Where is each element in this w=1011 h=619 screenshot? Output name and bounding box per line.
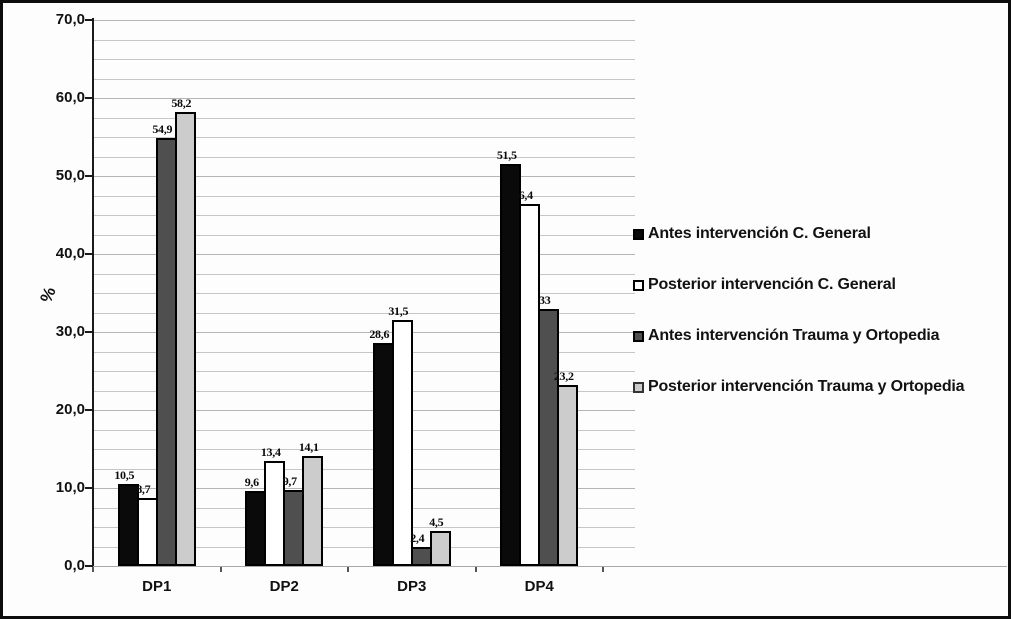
bar [410, 547, 432, 566]
x-axis-tick [347, 567, 349, 572]
x-axis-tick [219, 567, 222, 572]
bar-value-label: 4,5 [429, 514, 444, 529]
y-axis-tick [85, 565, 92, 567]
bar [174, 112, 196, 566]
bar-value-label: 14,1 [298, 440, 319, 455]
y-tick-label: 50,0 [55, 167, 85, 184]
y-tick-label: 0,0 [64, 557, 85, 574]
legend-swatch-icon [633, 228, 644, 240]
bar [155, 137, 177, 566]
bar-value-label: 9,7 [282, 474, 297, 489]
gridline [93, 78, 635, 80]
gridline [93, 449, 635, 450]
gridline [93, 527, 635, 528]
legend-item: Antes intervención C. General [633, 225, 871, 243]
legend-label: Posterior intervención Trauma y Ortopedi… [648, 378, 965, 395]
x-axis-tick [474, 567, 477, 572]
y-axis-title: % [36, 284, 60, 306]
x-category-label: DP3 [397, 578, 427, 595]
y-axis-tick [85, 97, 92, 99]
legend-label: Posterior intervención C. General [648, 276, 896, 293]
gridline [93, 176, 635, 177]
y-axis-tick [85, 19, 92, 21]
bar-value-label: 33 [539, 292, 551, 307]
legend-label: Antes intervención C. General [648, 225, 871, 242]
y-tick-label: 20,0 [55, 401, 85, 418]
bar [283, 490, 305, 566]
gridline [93, 546, 635, 548]
gridline [93, 156, 635, 158]
gridline [93, 488, 635, 489]
bar [302, 456, 324, 566]
bar-value-label: 58,2 [171, 96, 192, 111]
x-category-label: DP1 [142, 578, 172, 595]
bar [557, 385, 579, 566]
y-tick-label: 30,0 [55, 323, 85, 340]
x-axis [93, 566, 1007, 567]
y-tick-label: 10,0 [55, 479, 85, 496]
bar-value-label: 8,7 [136, 482, 151, 497]
gridline [93, 117, 635, 119]
gridline [93, 507, 635, 509]
y-axis [92, 18, 94, 567]
bar-value-label: 51,5 [496, 148, 517, 163]
legend-label: Antes intervención Trauma y Ortopedia [648, 327, 940, 344]
gridline [93, 371, 635, 372]
bar [245, 491, 267, 566]
legend-swatch-icon [633, 381, 644, 393]
y-tick-label: 70,0 [55, 11, 85, 28]
gridline [93, 390, 635, 392]
legend-item: Antes intervención Trauma y Ortopedia [633, 327, 940, 345]
gridline [93, 59, 635, 60]
gridline [93, 273, 635, 275]
legend-item: Posterior intervención C. General [633, 276, 896, 294]
x-category-label: DP4 [524, 578, 554, 595]
bar-value-label: 54,9 [152, 121, 173, 136]
gridline [93, 98, 635, 99]
gridline [93, 254, 635, 255]
bar [391, 320, 413, 566]
bar [136, 498, 158, 566]
gridline [93, 351, 635, 353]
legend-item: Posterior intervención Trauma y Ortopedi… [633, 378, 965, 396]
bar-value-label: 23,2 [553, 369, 574, 384]
gridline [93, 332, 635, 333]
gridline [93, 429, 635, 431]
y-axis-tick [85, 331, 92, 333]
y-axis-tick [85, 253, 92, 255]
x-axis-tick [92, 567, 94, 572]
bar-value-label: 2,4 [410, 531, 425, 546]
y-tick-label: 40,0 [55, 245, 85, 262]
bar [429, 530, 451, 566]
legend-swatch-icon [633, 330, 644, 342]
gridline [93, 39, 635, 41]
bar-value-label: 6,4 [518, 188, 533, 203]
bar [519, 204, 541, 566]
y-axis-tick [85, 409, 92, 411]
gridline [93, 293, 635, 294]
y-axis-tick [85, 487, 92, 489]
gridline [93, 468, 635, 470]
gridline [93, 234, 635, 236]
bar [538, 308, 560, 566]
y-tick-label: 60,0 [55, 89, 85, 106]
bar-value-label: 9,6 [244, 475, 259, 490]
bar [372, 342, 394, 566]
legend-swatch-icon [633, 279, 644, 291]
y-axis-tick [85, 175, 92, 177]
gridline [93, 195, 635, 197]
bar [500, 164, 522, 566]
bar-value-label: 31,5 [388, 304, 409, 319]
x-axis-tick [602, 567, 604, 572]
bar-value-label: 28,6 [369, 326, 390, 341]
bar-value-label: 13,4 [260, 445, 281, 460]
bar-value-label: 10,5 [114, 468, 135, 483]
x-category-label: DP2 [269, 578, 299, 595]
gridline [93, 215, 635, 216]
gridline [93, 20, 635, 21]
gridline [93, 137, 635, 138]
gridline [93, 312, 635, 314]
gridline [93, 410, 635, 411]
